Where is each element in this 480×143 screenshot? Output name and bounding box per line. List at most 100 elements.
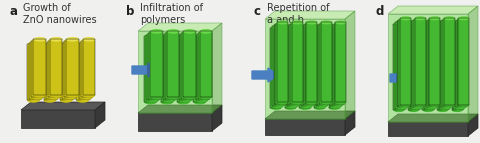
- Ellipse shape: [66, 93, 79, 98]
- Ellipse shape: [277, 100, 288, 104]
- Ellipse shape: [332, 23, 343, 27]
- Ellipse shape: [163, 98, 175, 103]
- Polygon shape: [44, 44, 56, 100]
- Polygon shape: [395, 22, 406, 109]
- Ellipse shape: [441, 19, 452, 23]
- Ellipse shape: [301, 24, 312, 28]
- Ellipse shape: [305, 102, 316, 106]
- Polygon shape: [83, 39, 96, 95]
- Polygon shape: [388, 122, 468, 136]
- Ellipse shape: [300, 26, 311, 30]
- Ellipse shape: [62, 40, 74, 45]
- Ellipse shape: [31, 39, 44, 43]
- Ellipse shape: [272, 24, 283, 28]
- Polygon shape: [265, 119, 345, 135]
- Ellipse shape: [62, 96, 74, 101]
- Ellipse shape: [422, 22, 433, 26]
- Polygon shape: [400, 18, 411, 105]
- Polygon shape: [468, 114, 478, 136]
- Ellipse shape: [160, 34, 173, 39]
- Ellipse shape: [44, 98, 56, 103]
- Polygon shape: [167, 31, 180, 97]
- Polygon shape: [426, 21, 437, 107]
- Polygon shape: [422, 24, 433, 110]
- Ellipse shape: [148, 96, 161, 101]
- Ellipse shape: [177, 100, 190, 104]
- Ellipse shape: [394, 108, 405, 112]
- Ellipse shape: [336, 100, 347, 104]
- Polygon shape: [424, 22, 435, 109]
- Ellipse shape: [287, 104, 298, 109]
- Polygon shape: [212, 23, 222, 113]
- Ellipse shape: [444, 16, 455, 20]
- Ellipse shape: [50, 93, 62, 98]
- Polygon shape: [160, 36, 173, 102]
- Ellipse shape: [79, 40, 91, 45]
- Polygon shape: [21, 110, 95, 128]
- Ellipse shape: [144, 100, 156, 104]
- Polygon shape: [277, 22, 288, 102]
- Ellipse shape: [270, 26, 281, 30]
- Polygon shape: [468, 6, 478, 122]
- Ellipse shape: [167, 29, 180, 34]
- Ellipse shape: [422, 108, 433, 112]
- Polygon shape: [274, 25, 285, 105]
- FancyArrow shape: [390, 71, 416, 85]
- Ellipse shape: [148, 31, 161, 35]
- Ellipse shape: [198, 31, 210, 35]
- Polygon shape: [146, 35, 159, 100]
- Polygon shape: [336, 22, 347, 102]
- Polygon shape: [31, 41, 44, 97]
- Polygon shape: [79, 43, 91, 99]
- Ellipse shape: [27, 98, 39, 103]
- Ellipse shape: [46, 40, 58, 45]
- Ellipse shape: [285, 106, 296, 110]
- Ellipse shape: [439, 20, 450, 24]
- Polygon shape: [165, 33, 177, 99]
- Polygon shape: [388, 6, 478, 14]
- Ellipse shape: [437, 108, 448, 112]
- Ellipse shape: [301, 104, 312, 109]
- Ellipse shape: [79, 96, 91, 101]
- Ellipse shape: [195, 32, 208, 37]
- Polygon shape: [442, 20, 453, 106]
- Polygon shape: [398, 20, 409, 106]
- Polygon shape: [285, 28, 296, 108]
- Ellipse shape: [455, 19, 466, 23]
- Polygon shape: [183, 31, 196, 97]
- Ellipse shape: [395, 20, 406, 24]
- Ellipse shape: [452, 22, 463, 26]
- Ellipse shape: [179, 98, 192, 103]
- Ellipse shape: [198, 96, 210, 101]
- FancyArrow shape: [252, 68, 278, 82]
- Ellipse shape: [395, 107, 406, 111]
- Polygon shape: [276, 24, 287, 104]
- Polygon shape: [64, 41, 77, 97]
- FancyArrow shape: [132, 63, 158, 77]
- Ellipse shape: [27, 42, 39, 47]
- Polygon shape: [305, 24, 316, 104]
- Ellipse shape: [306, 100, 317, 104]
- Ellipse shape: [329, 106, 340, 110]
- Ellipse shape: [48, 39, 60, 43]
- Ellipse shape: [437, 22, 448, 26]
- Ellipse shape: [458, 103, 469, 107]
- Polygon shape: [163, 35, 175, 100]
- Polygon shape: [388, 114, 478, 122]
- Ellipse shape: [272, 104, 283, 109]
- Ellipse shape: [277, 20, 288, 24]
- Text: Infiltration of
polymers: Infiltration of polymers: [140, 3, 203, 25]
- Polygon shape: [330, 26, 341, 106]
- Polygon shape: [138, 113, 212, 131]
- Ellipse shape: [455, 105, 466, 109]
- Polygon shape: [95, 102, 105, 128]
- Polygon shape: [62, 43, 74, 99]
- Polygon shape: [413, 20, 424, 106]
- Polygon shape: [150, 31, 163, 97]
- Ellipse shape: [442, 104, 453, 108]
- Ellipse shape: [441, 105, 452, 109]
- Ellipse shape: [398, 104, 409, 108]
- Ellipse shape: [200, 95, 212, 99]
- Ellipse shape: [276, 102, 287, 106]
- Polygon shape: [60, 44, 72, 100]
